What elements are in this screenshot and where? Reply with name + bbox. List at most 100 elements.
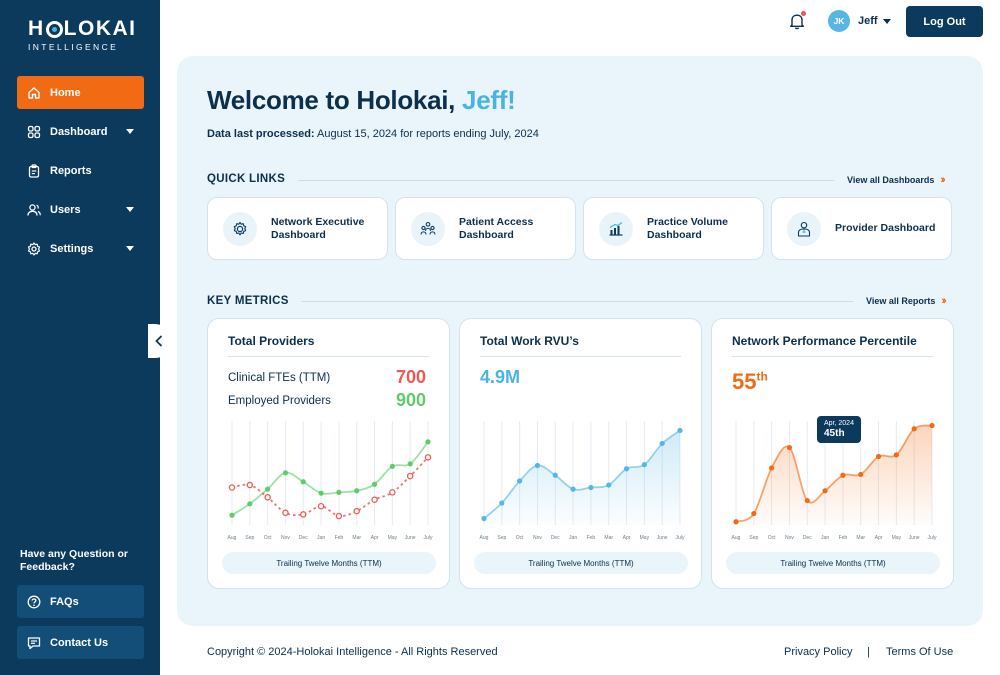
sidebar-item-home[interactable]: Home xyxy=(17,76,144,109)
help-prompt: Have any Question or Feedback? xyxy=(20,548,128,573)
data-point[interactable] xyxy=(264,494,271,501)
data-point[interactable] xyxy=(265,486,271,492)
collapse-sidebar-button[interactable] xyxy=(148,324,172,358)
data-point[interactable] xyxy=(733,519,739,525)
view-all-reports-link[interactable]: View all Reports ›› xyxy=(866,295,947,307)
data-point[interactable] xyxy=(588,484,594,491)
x-tick-label: June xyxy=(657,535,668,541)
x-tick-label: Sep xyxy=(749,535,758,541)
data-point[interactable] xyxy=(300,511,307,518)
x-tick-label: Dec xyxy=(551,535,560,541)
data-point[interactable] xyxy=(282,509,289,517)
data-point[interactable] xyxy=(552,472,558,478)
data-point[interactable] xyxy=(228,484,236,491)
chevron-down-icon xyxy=(126,246,134,251)
data-point[interactable] xyxy=(282,470,289,476)
data-point[interactable] xyxy=(893,452,899,458)
data-point[interactable] xyxy=(570,486,576,492)
sidebar-item-settings[interactable]: Settings xyxy=(17,232,144,265)
chevron-down-icon[interactable] xyxy=(883,19,891,24)
divider xyxy=(480,356,681,357)
sidebar-item-users[interactable]: Users xyxy=(17,193,144,226)
data-point[interactable] xyxy=(317,502,325,510)
data-point[interactable] xyxy=(229,512,235,518)
data-point[interactable] xyxy=(407,461,413,467)
user-name[interactable]: Jeff xyxy=(858,15,878,27)
data-point[interactable] xyxy=(822,488,828,494)
data-point[interactable] xyxy=(659,440,665,447)
data-point[interactable] xyxy=(911,426,917,432)
metric-card-total-providers: Total Providers Clinical FTEs (TTM) 700 … xyxy=(207,318,450,589)
data-point[interactable] xyxy=(786,444,793,451)
employed-providers-value: 900 xyxy=(395,390,426,410)
x-tick-label: Feb xyxy=(839,535,848,541)
data-point[interactable] xyxy=(840,472,846,478)
logout-button[interactable]: Log Out xyxy=(906,6,983,37)
percentile-value: 55th xyxy=(732,369,768,394)
data-point[interactable] xyxy=(371,481,378,487)
x-tick-label: Aug xyxy=(228,535,237,541)
clipboard-icon xyxy=(27,163,41,178)
data-point[interactable] xyxy=(517,478,523,484)
divider xyxy=(301,301,853,302)
footer-separator: | xyxy=(867,646,870,658)
faqs-button[interactable]: FAQs xyxy=(17,585,144,618)
x-tick-label: Jan xyxy=(317,535,325,541)
data-point[interactable] xyxy=(354,488,360,494)
ttm-label: Trailing Twelve Months (TTM) xyxy=(222,552,436,574)
holokai-logo[interactable]: H LOKAI INTELLIGENCE xyxy=(28,17,138,53)
data-point[interactable] xyxy=(751,510,757,517)
sidebar-item-dashboard[interactable]: Dashboard xyxy=(17,115,144,148)
metric-card-total-rvu: Total Work RVU’s 4.9M Aug Sep Oct Nov Dec Jan… xyxy=(459,318,702,589)
data-point[interactable] xyxy=(424,454,432,461)
quick-link-patient-access[interactable]: Patient Access Dashboard xyxy=(395,197,576,260)
gear-icon xyxy=(27,241,41,256)
sidebar-item-reports[interactable]: Reports xyxy=(17,154,144,187)
quick-link-practice-volume[interactable]: Practice Volume Dashboard xyxy=(583,197,764,260)
divider xyxy=(732,356,933,357)
x-tick-label: May xyxy=(892,535,902,541)
data-point[interactable] xyxy=(499,500,505,506)
data-point[interactable] xyxy=(335,512,343,520)
data-point[interactable] xyxy=(769,465,775,471)
data-point[interactable] xyxy=(804,497,810,504)
contact-us-button[interactable]: Contact Us xyxy=(17,626,144,659)
data-point[interactable] xyxy=(875,453,882,460)
data-point[interactable] xyxy=(425,439,431,445)
chat-icon xyxy=(27,636,41,650)
data-point[interactable] xyxy=(371,496,378,503)
x-tick-label: Jan xyxy=(821,535,829,541)
clinical-ftes-value: 700 xyxy=(395,367,426,387)
logo-wordmark: H LOKAI xyxy=(28,17,137,40)
data-point[interactable] xyxy=(858,471,864,478)
data-point[interactable] xyxy=(929,422,935,429)
quick-link-provider[interactable]: Provider Dashboard xyxy=(771,197,952,260)
data-point[interactable] xyxy=(247,501,253,507)
metric-title: Network Performance Percentile xyxy=(732,334,917,348)
data-point[interactable] xyxy=(246,481,254,489)
data-point[interactable] xyxy=(300,479,306,485)
network-gear-icon xyxy=(223,211,257,246)
rvu-line-chart: Aug Sep Oct Nov Dec Jan Feb Mar Apr May June July xyxy=(480,421,685,541)
data-point[interactable] xyxy=(641,462,647,468)
privacy-policy-link[interactable]: Privacy Policy xyxy=(784,646,853,658)
avatar[interactable]: JK xyxy=(828,10,850,32)
quick-link-network-executive[interactable]: Network Executive Dashboard xyxy=(207,197,388,260)
terms-of-use-link[interactable]: Terms Of Use xyxy=(886,646,954,658)
key-metrics-title: KEY METRICS xyxy=(207,295,289,307)
data-point[interactable] xyxy=(677,427,683,434)
data-point[interactable] xyxy=(406,472,414,480)
x-tick-label: Oct xyxy=(516,535,524,541)
data-point[interactable] xyxy=(389,489,396,496)
view-all-dashboards-link[interactable]: View all Dashboards ›› xyxy=(847,174,946,186)
data-point[interactable] xyxy=(481,515,487,522)
data-point[interactable] xyxy=(353,507,360,515)
data-point[interactable] xyxy=(318,490,324,496)
data-point[interactable] xyxy=(389,463,395,469)
data-point[interactable] xyxy=(534,462,541,469)
bell-icon[interactable] xyxy=(789,13,805,30)
question-icon xyxy=(27,595,41,609)
data-point[interactable] xyxy=(606,482,612,488)
data-point[interactable] xyxy=(336,489,342,495)
data-point[interactable] xyxy=(623,466,630,472)
